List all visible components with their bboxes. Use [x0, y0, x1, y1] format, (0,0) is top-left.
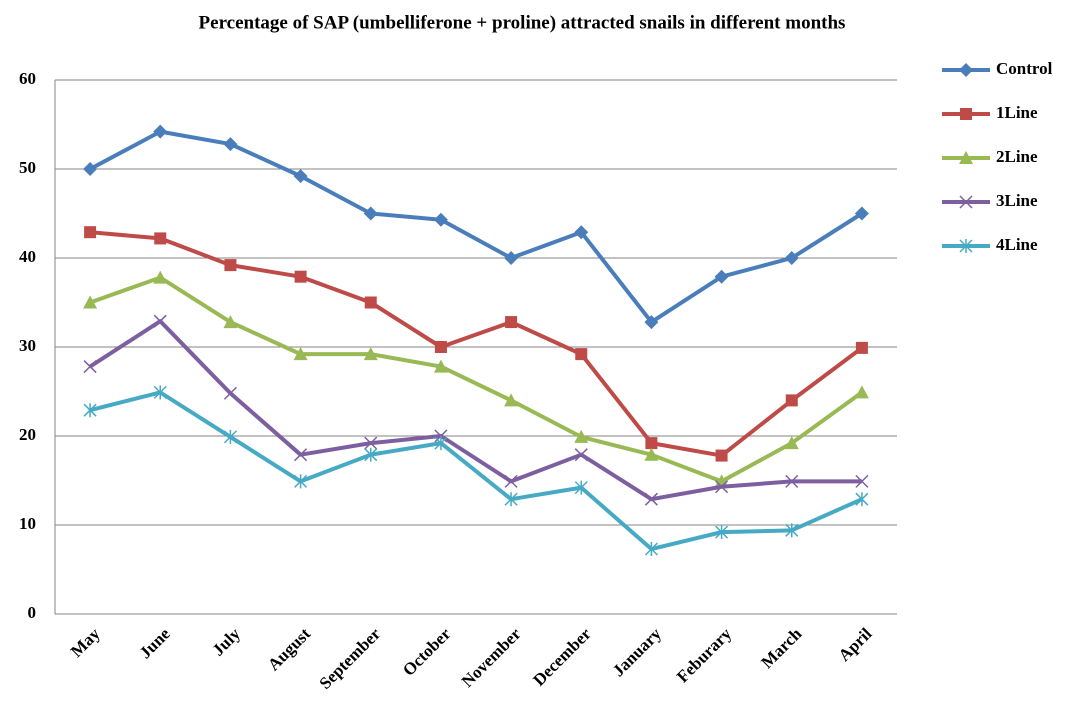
- marker: [294, 270, 307, 283]
- marker: [714, 269, 729, 284]
- marker: [784, 251, 799, 265]
- marker: [363, 206, 378, 221]
- x-tick-label: August: [264, 624, 314, 674]
- marker: [83, 295, 98, 309]
- marker: [715, 525, 729, 540]
- marker: [784, 436, 799, 450]
- marker: [504, 492, 518, 507]
- marker: [715, 480, 729, 494]
- marker: [644, 492, 658, 506]
- marker: [154, 232, 167, 245]
- marker: [574, 225, 589, 240]
- x-tick-label: April: [835, 624, 876, 665]
- marker: [854, 385, 869, 399]
- marker: [959, 195, 973, 209]
- marker: [645, 437, 658, 450]
- marker: [959, 63, 973, 77]
- x-tick-label: March: [757, 624, 805, 672]
- marker: [959, 239, 973, 253]
- marker: [83, 360, 97, 374]
- marker: [294, 474, 308, 489]
- marker: [504, 393, 519, 407]
- x-tick-label: September: [315, 624, 384, 693]
- marker: [644, 315, 659, 330]
- marker: [153, 385, 167, 400]
- x-tick-label: July: [209, 624, 245, 660]
- y-tick-label: 50: [19, 158, 36, 177]
- y-tick-label: 10: [19, 514, 36, 533]
- marker: [854, 206, 869, 221]
- y-tick-label: 20: [19, 425, 36, 444]
- marker: [364, 296, 377, 309]
- marker: [153, 124, 168, 139]
- marker: [504, 251, 519, 265]
- marker: [433, 359, 448, 373]
- series-line: [89, 230, 864, 458]
- series-line: [89, 275, 864, 484]
- x-tick-label: June: [136, 624, 174, 662]
- x-tick-label: Feburary: [673, 624, 736, 687]
- marker: [855, 474, 869, 488]
- marker: [785, 394, 798, 407]
- marker: [84, 226, 97, 239]
- y-tick-label: 40: [19, 247, 36, 266]
- marker: [855, 492, 869, 507]
- marker: [153, 314, 167, 328]
- legend-label: 4Line: [996, 235, 1038, 254]
- marker: [855, 341, 868, 354]
- marker: [153, 270, 168, 284]
- marker: [575, 348, 588, 361]
- chart-title: Percentage of SAP (umbelliferone + proli…: [199, 12, 846, 33]
- marker: [223, 386, 237, 400]
- marker: [434, 341, 447, 353]
- y-tick-label: 60: [19, 69, 36, 88]
- marker: [363, 347, 378, 361]
- legend-label: 1Line: [996, 103, 1038, 122]
- marker: [644, 542, 658, 557]
- y-tick-label: 0: [28, 603, 37, 622]
- legend-label: 3Line: [996, 191, 1038, 210]
- marker: [293, 169, 308, 184]
- x-tick-label: May: [67, 624, 104, 661]
- marker: [433, 212, 448, 227]
- x-tick-label: October: [399, 624, 455, 680]
- marker: [364, 436, 378, 450]
- marker: [574, 448, 588, 462]
- x-tick-label: November: [458, 624, 525, 691]
- marker: [223, 315, 238, 329]
- marker: [223, 137, 238, 152]
- x-tick-label: December: [529, 624, 595, 690]
- series-line: [89, 390, 863, 552]
- marker: [785, 474, 799, 488]
- marker: [644, 447, 659, 461]
- marker: [574, 480, 588, 495]
- marker: [959, 151, 973, 164]
- marker: [785, 523, 799, 538]
- series-line: [89, 129, 863, 325]
- legend-label: 2Line: [996, 147, 1038, 166]
- marker: [83, 403, 97, 418]
- marker: [504, 474, 518, 488]
- marker: [83, 162, 98, 176]
- marker: [224, 259, 237, 272]
- marker: [434, 436, 448, 451]
- marker: [293, 347, 308, 361]
- marker: [223, 429, 237, 444]
- y-tick-label: 30: [19, 336, 36, 355]
- marker: [715, 449, 728, 462]
- marker: [574, 429, 589, 443]
- marker: [364, 447, 378, 462]
- marker: [960, 108, 972, 120]
- legend-label: Control: [996, 59, 1053, 78]
- x-tick-label: January: [609, 624, 666, 681]
- series-line: [88, 319, 862, 502]
- marker: [505, 316, 518, 329]
- marker: [294, 448, 308, 462]
